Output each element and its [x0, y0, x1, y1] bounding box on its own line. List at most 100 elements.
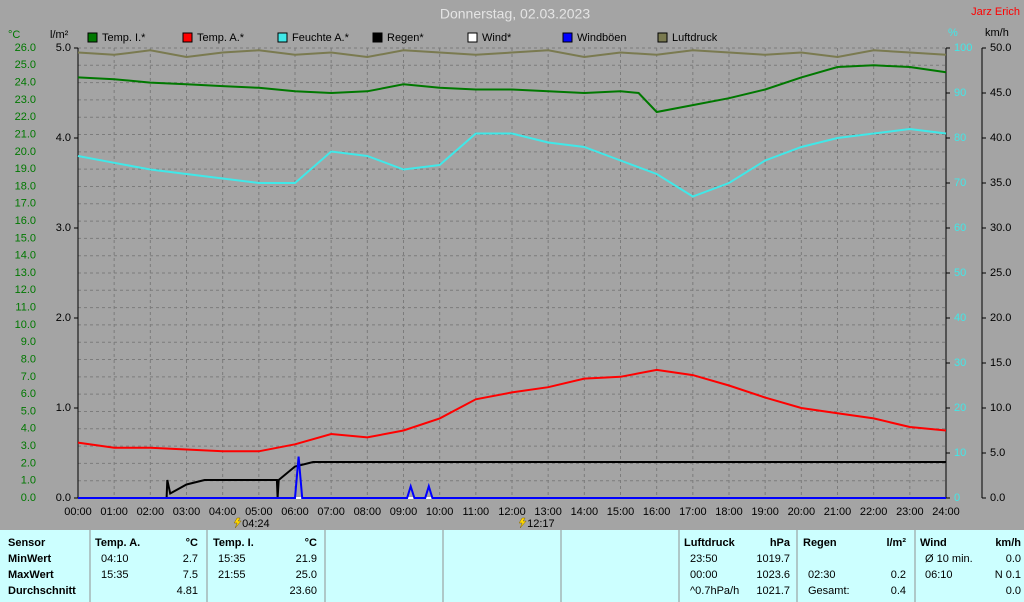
y2ticks-label: 100: [954, 42, 972, 54]
table-cell: 0.4: [891, 585, 906, 597]
table-cell: 1023.6: [756, 569, 790, 581]
table-cell: 15:35: [101, 569, 129, 581]
x-tick-label: 16:00: [643, 506, 671, 518]
table-cell: 25.0: [296, 569, 317, 581]
y-tick-label: 6.0: [21, 388, 36, 400]
y3ticks-label: 1.0: [56, 402, 71, 414]
y3ticks-label: 3.0: [56, 222, 71, 234]
y-tick-label: 11.0: [15, 302, 36, 314]
annotation-icon: [518, 517, 527, 529]
x-tick-label: 09:00: [390, 506, 418, 518]
y2-axis-title: %: [948, 27, 958, 39]
y4ticks-label: 50.0: [990, 42, 1011, 54]
y2ticks-label: 60: [954, 222, 966, 234]
y4ticks-label: 10.0: [990, 402, 1011, 414]
legend-label: Windböen: [577, 32, 627, 44]
table-cell: 4.81: [177, 585, 198, 597]
x-tick-label: 21:00: [824, 506, 852, 518]
table-header: Sensor: [8, 537, 46, 549]
legend-swatch: [87, 32, 98, 43]
x-tick-label: 12:00: [498, 506, 526, 518]
y2ticks-label: 0: [954, 492, 960, 504]
y-tick-label: 19.0: [15, 163, 36, 175]
y2ticks-label: 50: [954, 267, 966, 279]
table-cell: 15:35: [218, 553, 246, 565]
table-cell: 00:00: [690, 569, 718, 581]
y-tick-label: 2.0: [21, 457, 36, 469]
table-cell: Ø 10 min.: [925, 553, 973, 565]
x-tick-label: 13:00: [534, 506, 562, 518]
legend-swatch: [277, 32, 288, 43]
y4ticks-label: 25.0: [990, 267, 1011, 279]
table-cell: 0.2: [891, 569, 906, 581]
legend-label: Temp. I.*: [102, 32, 146, 44]
legend-label: Regen*: [387, 32, 424, 44]
annotation-label: 12:17: [527, 518, 555, 530]
x-tick-label: 15:00: [607, 506, 635, 518]
y3-axis-title: l/m²: [50, 29, 69, 41]
table-cell: 1021.7: [756, 585, 790, 597]
table-header: km/h: [995, 537, 1021, 549]
y2ticks-label: 40: [954, 312, 966, 324]
legend-swatch: [467, 32, 478, 43]
legend-swatch: [372, 32, 383, 43]
table-cell: ^0.7hPa/h: [690, 585, 739, 597]
y-tick-label: 25.0: [15, 59, 36, 71]
x-tick-label: 17:00: [679, 506, 707, 518]
table-cell: MaxWert: [8, 569, 54, 581]
table-cell: 7.5: [183, 569, 198, 581]
x-tick-label: 11:00: [462, 506, 489, 518]
table-cell: 04:10: [101, 553, 129, 565]
legend-label: Luftdruck: [672, 32, 718, 44]
series-line: [77, 49, 947, 59]
y2ticks-label: 10: [954, 447, 966, 459]
table-header: Temp. A.: [95, 537, 140, 549]
series-line: [77, 127, 947, 198]
legend-label: Temp. A.*: [197, 32, 245, 44]
y4ticks-label: 0.0: [990, 492, 1005, 504]
y3ticks-label: 2.0: [56, 312, 71, 324]
annotation-label: 04:24: [242, 518, 270, 530]
y4-axis-title: km/h: [985, 27, 1009, 39]
table-background: [0, 530, 1024, 602]
y-tick-label: 17.0: [15, 198, 36, 210]
table-header: Luftdruck: [684, 537, 736, 549]
table-cell: 1019.7: [756, 553, 790, 565]
legend-label: Wind*: [482, 32, 512, 44]
y2ticks-label: 20: [954, 402, 966, 414]
table-cell: 21:55: [218, 569, 246, 581]
legend-swatch: [562, 32, 573, 43]
table-cell: 02:30: [808, 569, 836, 581]
x-tick-label: 20:00: [788, 506, 816, 518]
x-tick-label: 23:00: [896, 506, 924, 518]
y-tick-label: 15.0: [15, 232, 36, 244]
table-header: Regen: [803, 537, 837, 549]
x-tick-label: 01:00: [100, 506, 128, 518]
table-cell: 23.60: [289, 585, 317, 597]
x-tick-label: 00:00: [64, 506, 92, 518]
x-tick-label: 24:00: [932, 506, 960, 518]
x-tick-label: 22:00: [860, 506, 888, 518]
x-tick-label: 18:00: [715, 506, 743, 518]
table-cell: 2.7: [183, 553, 198, 565]
table-cell: 23:50: [690, 553, 718, 565]
chart-title: Donnerstag, 02.03.2023: [440, 6, 590, 22]
y4ticks-label: 35.0: [990, 177, 1011, 189]
y-tick-label: 21.0: [15, 128, 36, 140]
y2ticks-label: 30: [954, 357, 966, 369]
legend-swatch: [657, 32, 668, 43]
y-tick-label: 23.0: [15, 94, 36, 106]
table-cell: 0.0: [1006, 585, 1021, 597]
x-tick-label: 07:00: [317, 506, 345, 518]
table-header: °C: [305, 537, 317, 549]
y2ticks-label: 80: [954, 132, 966, 144]
y-tick-label: 13.0: [15, 267, 36, 279]
y-tick-label: 5.0: [21, 405, 36, 417]
x-tick-label: 14:00: [571, 506, 599, 518]
y-tick-label: 9.0: [21, 336, 36, 348]
y-tick-label: 18.0: [15, 180, 36, 192]
annotation-icon: [233, 517, 242, 529]
x-tick-label: 08:00: [354, 506, 382, 518]
x-tick-label: 02:00: [137, 506, 165, 518]
